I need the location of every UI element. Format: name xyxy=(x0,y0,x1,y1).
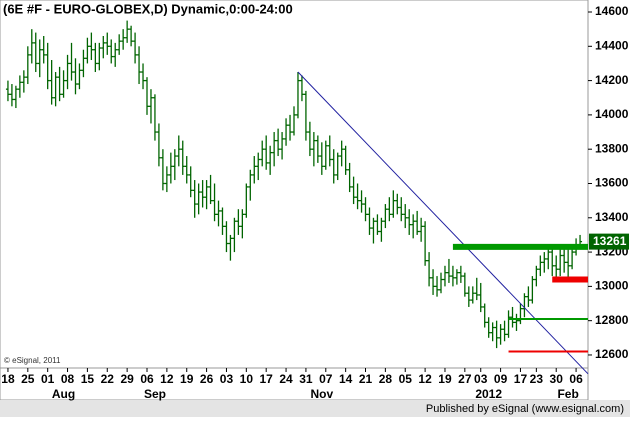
x-tick-label: 07 xyxy=(319,372,333,386)
month-label: Nov xyxy=(310,387,333,401)
footer: Published by eSignal (www.esignal.com) xyxy=(426,403,624,415)
x-tick-label: 06 xyxy=(569,372,583,386)
month-label: 2012 xyxy=(475,387,502,401)
x-tick-label: 22 xyxy=(101,372,115,386)
x-tick-label: 21 xyxy=(359,372,373,386)
x-tick-label: 19 xyxy=(438,372,452,386)
x-tick-label: 12 xyxy=(160,372,174,386)
x-tick-label: 14 xyxy=(339,372,353,386)
y-tick-label: 12800 xyxy=(595,313,629,327)
x-tick-label: 12 xyxy=(418,372,432,386)
x-tick-label: 03 xyxy=(220,372,234,386)
x-tick-label: 19 xyxy=(180,372,194,386)
y-tick-label: 14400 xyxy=(595,38,629,52)
x-tick-label: 23 xyxy=(530,372,544,386)
y-tick-label: 13800 xyxy=(595,141,629,155)
x-tick-label: 17 xyxy=(260,372,274,386)
month-label: Feb xyxy=(557,387,578,401)
x-tick-label: 26 xyxy=(200,372,214,386)
x-tick-label: 30 xyxy=(550,372,564,386)
x-tick-label: 18 xyxy=(1,372,15,386)
x-tick-label: 31 xyxy=(299,372,313,386)
x-tick-label: 10 xyxy=(240,372,254,386)
y-tick-label: 13600 xyxy=(595,176,629,190)
x-tick-label: 25 xyxy=(21,372,35,386)
x-tick-label: 15 xyxy=(81,372,95,386)
x-tick-label: 05 xyxy=(399,372,413,386)
x-tick-label: 01 xyxy=(41,372,55,386)
footer-bar xyxy=(0,400,630,417)
y-tick-label: 14600 xyxy=(595,4,629,18)
y-tick-label: 13400 xyxy=(595,210,629,224)
month-label: Sep xyxy=(144,387,166,401)
chart-title: (6E #F - EURO-GLOBEX,D) Dynamic,0:00-24:… xyxy=(3,1,293,16)
trendline xyxy=(297,71,589,375)
last-price-label: 13261 xyxy=(593,234,627,248)
x-tick-label: 08 xyxy=(61,372,75,386)
y-tick-label: 13000 xyxy=(595,279,629,293)
y-tick-label: 14200 xyxy=(595,73,629,87)
plot-frame xyxy=(0,0,589,401)
month-label: Aug xyxy=(52,387,75,401)
x-tick-label: 27 xyxy=(458,372,472,386)
x-tick-label: 03 xyxy=(474,372,488,386)
copyright: © eSignal, 2011 xyxy=(4,356,61,365)
x-tick-label: 06 xyxy=(140,372,154,386)
x-tick-label: 17 xyxy=(514,372,528,386)
x-tick-label: 28 xyxy=(379,372,393,386)
y-tick-label: 14000 xyxy=(595,107,629,121)
x-tick-label: 24 xyxy=(279,372,293,386)
last-price-box xyxy=(589,233,629,250)
x-tick-label: 09 xyxy=(494,372,508,386)
x-tick-label: 29 xyxy=(120,372,134,386)
y-tick-label: 12600 xyxy=(595,347,629,361)
